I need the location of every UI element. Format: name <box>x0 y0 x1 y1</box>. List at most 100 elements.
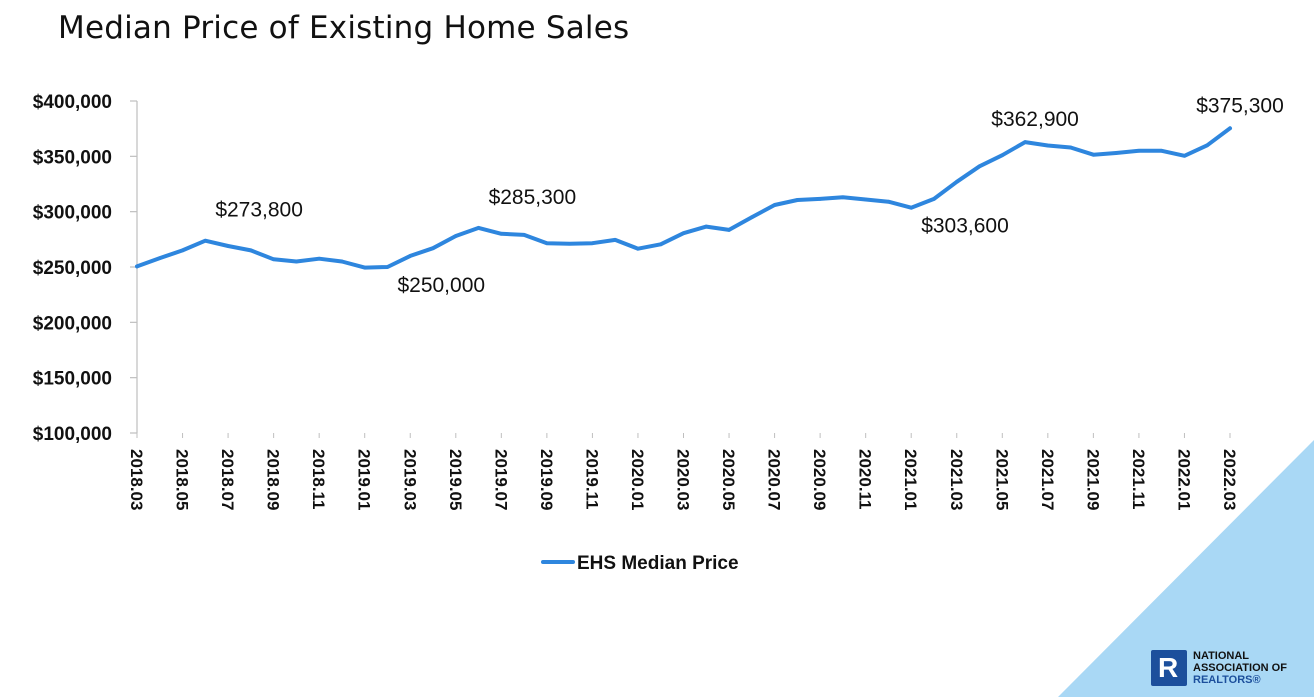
x-tick-label: 2019.01 <box>355 449 374 510</box>
data-point <box>431 246 435 250</box>
logo-line-association: ASSOCIATION OF <box>1193 662 1287 674</box>
data-labels-group: $273,800 $250,000 $285,300 $303,600 $362,900… <box>215 94 1283 297</box>
x-tick-label: 2020.01 <box>628 449 647 510</box>
data-point <box>636 246 640 251</box>
logo-line-realtors: REALTORS® <box>1193 674 1261 686</box>
y-tick-label: $350,000 <box>33 147 112 168</box>
data-point <box>954 179 959 184</box>
data-point <box>180 248 185 253</box>
data-point <box>1205 143 1210 148</box>
x-tick-label: 2020.05 <box>719 449 738 510</box>
data-point <box>1023 140 1027 144</box>
data-label: $250,000 <box>397 274 485 297</box>
data-point <box>1068 145 1073 150</box>
data-point <box>294 259 299 264</box>
corner-decoration <box>1058 440 1314 697</box>
x-tick-label: 2018.11 <box>309 449 328 510</box>
logo-line-national: NATIONAL <box>1193 650 1250 662</box>
x-tick-label: 2021.11 <box>1129 449 1148 510</box>
data-point <box>681 231 686 236</box>
data-point <box>203 238 208 243</box>
x-tick-label: 2019.09 <box>537 449 556 510</box>
x-tick-label: 2018.03 <box>127 449 146 510</box>
x-tick-label: 2021.01 <box>901 449 920 510</box>
y-tick-label: $150,000 <box>33 369 112 390</box>
data-point <box>317 256 321 261</box>
x-tick-label: 2020.11 <box>856 449 875 510</box>
data-point <box>909 205 914 210</box>
y-tick-label: $400,000 <box>33 92 112 113</box>
x-tick-label: 2019.05 <box>446 449 465 510</box>
x-tick-label: 2021.05 <box>992 449 1011 510</box>
data-point <box>226 244 230 248</box>
data-point <box>1000 153 1005 158</box>
data-point <box>567 241 572 246</box>
chart-title: Median Price of Existing Home Sales <box>58 10 630 46</box>
data-point <box>476 226 481 230</box>
x-tick-label: 2018.05 <box>173 449 192 510</box>
data-point <box>750 215 754 219</box>
data-point <box>453 234 458 238</box>
data-point <box>545 241 549 246</box>
x-tick-label: 2020.07 <box>765 449 784 510</box>
data-point <box>340 259 344 264</box>
data-point <box>1046 143 1050 148</box>
data-label: $273,800 <box>215 199 303 222</box>
data-label: $285,300 <box>489 186 577 209</box>
axes-group: $400,000 $350,000 $300,000 $250,000 $200,000… <box>33 92 1239 510</box>
data-label: $303,600 <box>921 215 1009 238</box>
y-tick-label: $200,000 <box>33 313 112 334</box>
data-point <box>772 203 777 207</box>
x-tick-label: 2018.07 <box>218 449 237 510</box>
x-tick-label: 2020.09 <box>810 449 829 510</box>
x-tick-label: 2019.11 <box>582 449 601 510</box>
data-point <box>932 197 936 201</box>
data-point <box>613 238 617 242</box>
data-point <box>157 256 162 260</box>
realtors-logo-text: NATIONAL ASSOCIATION OF REALTORS® <box>1193 650 1303 686</box>
data-point <box>1228 126 1232 131</box>
data-point <box>841 195 845 200</box>
data-point <box>886 199 891 204</box>
data-point <box>385 265 390 269</box>
data-point <box>795 198 800 202</box>
data-point <box>658 242 663 247</box>
data-point <box>863 197 868 202</box>
x-tick-label: 2020.03 <box>674 449 693 510</box>
data-point <box>1159 149 1164 153</box>
data-point <box>1182 153 1187 158</box>
series-group <box>135 126 1232 270</box>
x-tick-label: 2021.03 <box>947 449 966 510</box>
x-tick-label: 2021.07 <box>1038 449 1057 510</box>
data-label: $375,300 <box>1196 94 1284 117</box>
data-point <box>590 241 595 246</box>
data-point <box>408 254 413 258</box>
x-tick-label: 2019.07 <box>491 449 510 510</box>
data-point <box>704 224 709 229</box>
x-tick-label: 2019.03 <box>400 449 419 510</box>
legend-group: EHS Median Price <box>541 553 739 574</box>
data-point <box>271 257 276 262</box>
data-label: $362,900 <box>991 108 1079 131</box>
realtors-logo-mark: R <box>1151 650 1187 686</box>
y-tick-label: $100,000 <box>33 424 112 445</box>
data-point <box>1091 152 1096 157</box>
x-tick-label: 2018.09 <box>264 449 283 510</box>
data-point <box>522 233 526 237</box>
x-tick-label: 2022.03 <box>1220 449 1239 510</box>
data-point <box>362 265 367 270</box>
data-point <box>727 228 731 232</box>
data-point <box>977 164 982 169</box>
data-point <box>1114 151 1118 155</box>
x-tick-label: 2022.01 <box>1174 449 1193 510</box>
data-point <box>249 248 253 253</box>
data-point <box>499 232 504 236</box>
y-tick-label: $250,000 <box>33 258 112 279</box>
data-point <box>818 197 822 201</box>
legend-label: EHS Median Price <box>577 553 739 574</box>
x-tick-label: 2021.09 <box>1083 449 1102 510</box>
data-point <box>135 264 139 269</box>
data-point <box>1137 149 1141 153</box>
y-tick-label: $300,000 <box>33 203 112 224</box>
